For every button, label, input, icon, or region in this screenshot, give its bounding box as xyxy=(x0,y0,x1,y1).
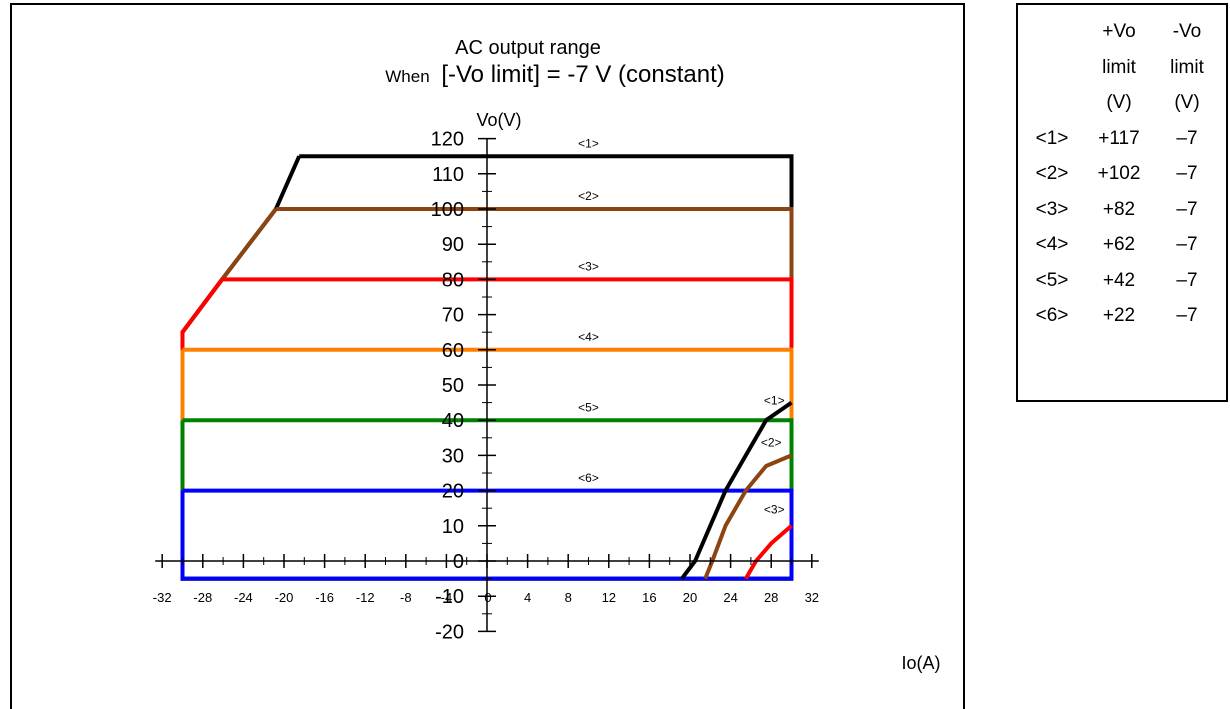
table-cell: <4> xyxy=(1035,234,1069,255)
table-cell: –7 xyxy=(1176,305,1198,326)
table-cell: <3> xyxy=(1035,198,1069,220)
x-tick-label: 20 xyxy=(683,590,697,605)
curve-label: <6> xyxy=(578,471,599,485)
y-tick-label: 20 xyxy=(442,481,464,503)
table-cell: –7 xyxy=(1176,198,1198,220)
table-cell: +102 xyxy=(1097,163,1141,184)
y-tick-label: 30 xyxy=(442,445,464,467)
x-axis-label: Io(A) xyxy=(901,653,940,673)
y-tick-label: 120 xyxy=(431,129,464,151)
y-tick-label: 40 xyxy=(442,410,464,432)
table-cell: +42 xyxy=(1102,269,1136,291)
y-tick-label: 100 xyxy=(431,199,464,221)
x-tick-label: 4 xyxy=(524,590,531,605)
x-tick-label: 0 xyxy=(484,590,491,605)
x-tick-label: -8 xyxy=(400,590,412,605)
curve-label: <5> xyxy=(578,400,599,414)
y-tick-label: 60 xyxy=(442,340,464,362)
table-header-cell: (V) xyxy=(1174,92,1200,113)
x-tick-label: 16 xyxy=(642,590,656,605)
table-cell: –7 xyxy=(1176,127,1198,149)
output-range-chart: AC output range When [-Vo limit] = -7 V … xyxy=(153,37,941,673)
table-cell: +22 xyxy=(1102,305,1136,326)
x-tick-label: 32 xyxy=(805,590,819,605)
curve-label: <2> xyxy=(578,189,599,203)
table-header-cell: limit xyxy=(1170,56,1204,78)
y-tick-label: 80 xyxy=(442,269,464,291)
y-tick-label: -20 xyxy=(435,621,464,643)
x-tick-label: -20 xyxy=(275,590,294,605)
chart-subtitle: When [-Vo limit] = -7 V (constant) xyxy=(385,61,725,88)
x-tick-label: 8 xyxy=(565,590,572,605)
curve-label: <2> xyxy=(761,436,782,450)
x-tick-label: -16 xyxy=(315,590,334,605)
limit-table: +Vo -Vo limit limit (V) (V) <1> +117 –7 <2> +102 –7… xyxy=(1016,3,1228,402)
x-tick-label: 24 xyxy=(723,590,737,605)
table-cell: +62 xyxy=(1102,234,1136,255)
y-tick-label: 70 xyxy=(442,305,464,327)
right-curve-2 xyxy=(703,453,793,580)
right-curve-3 xyxy=(744,524,793,580)
plot-layer: -32 -28 -24 -20 -16 -12 -8 -4 0 4 8 12 16 20 24 28 32 -20… xyxy=(153,129,819,644)
table-cell: –7 xyxy=(1176,234,1198,255)
chart-subtitle-main: [-Vo limit] = -7 V (constant) xyxy=(441,61,724,88)
table-cell: +117 xyxy=(1098,127,1140,149)
curve-label: <1> xyxy=(764,393,785,407)
chart-subtitle-prefix: When xyxy=(385,67,429,86)
y-axis-label: Vo(V) xyxy=(476,110,521,130)
x-tick-label: -32 xyxy=(153,590,172,605)
x-tick-label: -12 xyxy=(356,590,375,605)
x-tick-label: 28 xyxy=(764,590,778,605)
chart-title: AC output range xyxy=(455,37,601,59)
table-header-cell: limit xyxy=(1102,56,1136,78)
x-tick-label: -4 xyxy=(441,590,453,605)
y-tick-label: -10 xyxy=(435,586,464,608)
table-cell: –7 xyxy=(1176,163,1198,184)
y-tick-label: 50 xyxy=(442,375,464,397)
curve-label: <3> xyxy=(764,502,785,516)
x-tick-label: -24 xyxy=(234,590,253,605)
y-tick-label: 90 xyxy=(442,234,464,256)
curve-label: <1> xyxy=(578,136,599,150)
y-tick-label: 0 xyxy=(453,551,464,573)
curve-label: <3> xyxy=(578,260,599,274)
chart-frame xyxy=(10,3,965,709)
table-header-cell: -Vo xyxy=(1172,21,1202,42)
table-header-cell: +Vo xyxy=(1102,21,1136,42)
curve-label: <4> xyxy=(578,330,599,344)
table-cell: +82 xyxy=(1102,198,1136,220)
y-tick-label: 10 xyxy=(442,516,464,538)
series-line-6 xyxy=(180,488,794,581)
table-cell: <6> xyxy=(1035,305,1069,326)
table-cell: <5> xyxy=(1035,269,1069,291)
x-tick-label: 12 xyxy=(602,590,616,605)
y-tick-label: 110 xyxy=(432,164,464,186)
x-tick-label: -28 xyxy=(193,590,212,605)
table-header-cell: (V) xyxy=(1106,92,1132,113)
table-cell: <1> xyxy=(1035,127,1069,149)
table-cell: <2> xyxy=(1035,163,1069,184)
table-cell: –7 xyxy=(1176,269,1198,291)
